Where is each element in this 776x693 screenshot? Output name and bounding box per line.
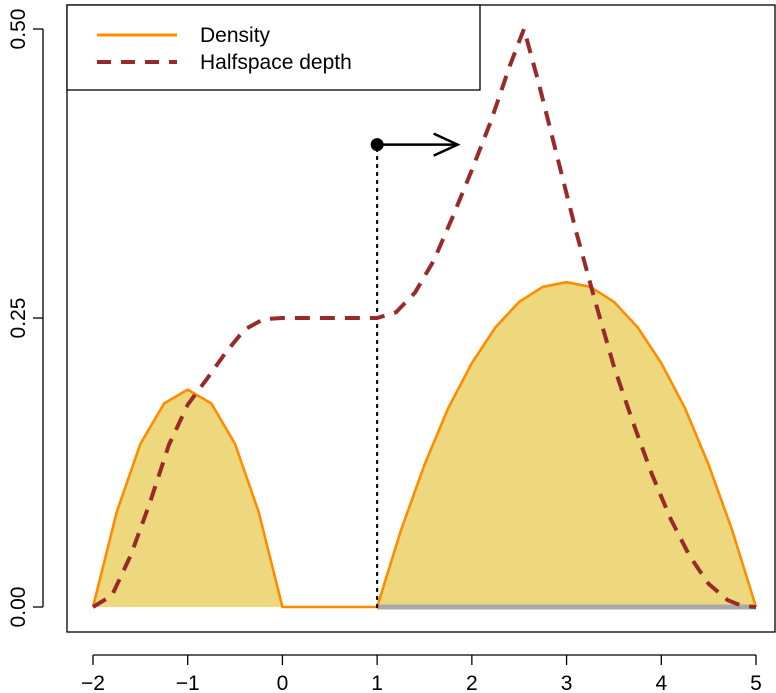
y-tick-label: 0.00 <box>7 587 30 628</box>
legend: Density Halfspace depth <box>66 4 481 91</box>
x-tick-label: −1 <box>176 672 200 693</box>
depth-line <box>91 27 757 609</box>
x-tick-label: 1 <box>371 672 383 693</box>
marker-point <box>370 138 384 152</box>
plot-layer <box>91 27 758 610</box>
legend-box <box>66 4 481 91</box>
legend-depth-label: Halfspace depth <box>200 51 352 74</box>
legend-density-label: Density <box>200 24 271 47</box>
x-tick-label: −2 <box>81 672 105 693</box>
x-tick-label: 0 <box>277 672 289 693</box>
y-tick-label: 0.25 <box>7 298 30 339</box>
x-tick-label: 5 <box>750 672 762 693</box>
x-tick-label: 4 <box>655 672 667 693</box>
arrow-head <box>433 132 461 157</box>
x-tick-label: 3 <box>561 672 573 693</box>
y-tick-label: 0.50 <box>7 9 30 50</box>
x-tick-label: 2 <box>466 672 478 693</box>
density-line <box>91 280 758 609</box>
axes-layer: −2 −1 0 1 2 3 4 5 0.00 0.25 0.50 <box>7 4 776 693</box>
